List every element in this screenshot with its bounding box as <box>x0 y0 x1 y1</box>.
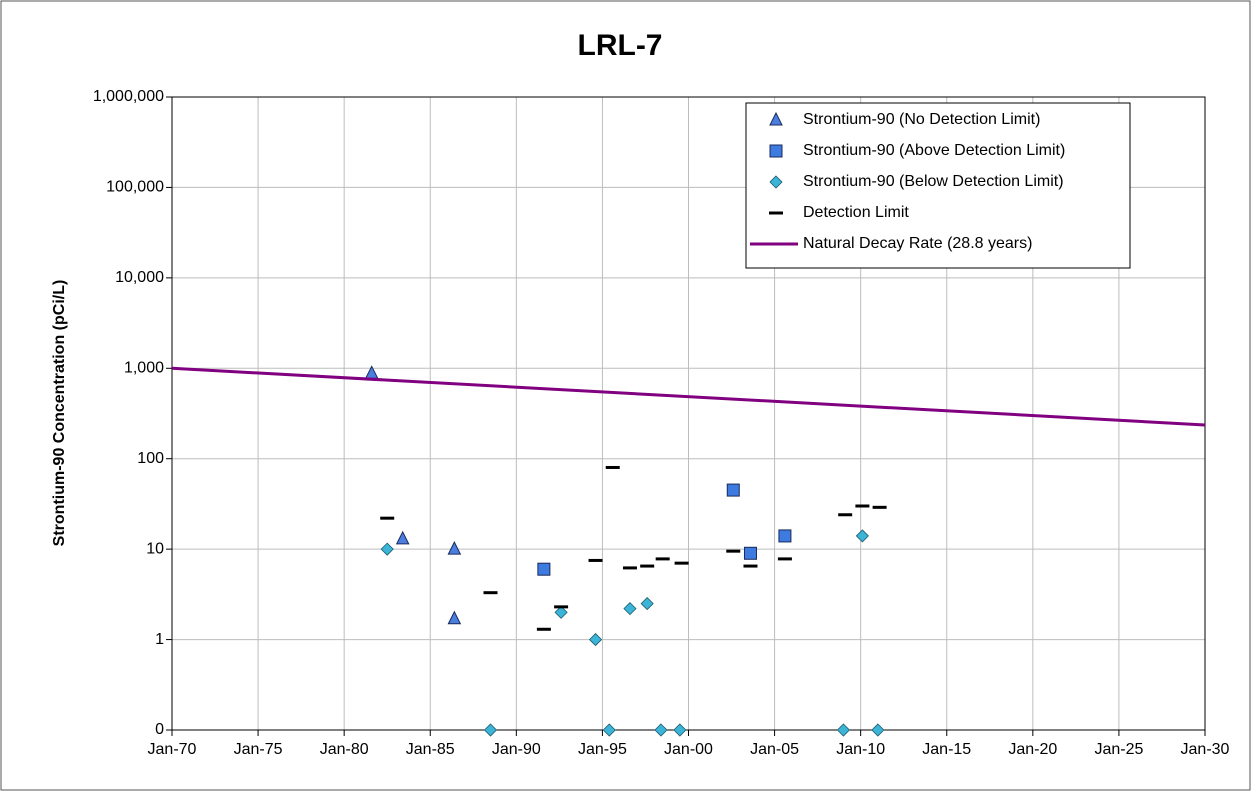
y-tick-label: 100 <box>137 450 164 467</box>
diamond-marker <box>588 633 603 647</box>
legend-label: Strontium-90 (No Detection Limit) <box>803 111 1040 128</box>
x-tick-label: Jan-70 <box>148 741 197 758</box>
x-tick-label: Jan-95 <box>578 741 627 758</box>
chart-title: LRL-7 <box>578 29 663 62</box>
square-marker <box>726 483 740 497</box>
decay-line <box>171 366 1206 427</box>
diamond-marker <box>673 723 687 737</box>
legend-label: Detection Limit <box>803 204 909 221</box>
diamond-marker <box>640 597 654 611</box>
square-marker <box>743 546 757 560</box>
triangle-marker <box>395 530 410 545</box>
square-marker <box>537 562 551 576</box>
x-tick-label: Jan-10 <box>836 741 885 758</box>
y-tick-label: 1 <box>155 631 164 648</box>
legend-label: Strontium-90 (Above Detection Limit) <box>803 142 1065 159</box>
y-tick-label: 10,000 <box>115 269 164 286</box>
diamond-marker <box>871 723 885 737</box>
x-tick-label: Jan-90 <box>492 741 541 758</box>
y-tick-label: 0 <box>155 721 164 738</box>
plot-area <box>171 96 1206 731</box>
square-marker <box>769 144 783 158</box>
diamond-marker <box>769 175 783 189</box>
diamond-marker <box>836 723 851 737</box>
square-marker <box>778 529 792 543</box>
y-tick-label: 1,000 <box>124 360 164 377</box>
x-tick-label: Jan-05 <box>750 741 799 758</box>
triangle-marker <box>447 610 462 625</box>
diamond-marker <box>602 723 616 737</box>
diamond-marker <box>483 723 498 737</box>
x-tick-label: Jan-25 <box>1094 741 1143 758</box>
x-tick-label: Jan-15 <box>922 741 971 758</box>
y-tick-label: 10 <box>146 540 164 557</box>
diamond-marker <box>855 529 869 543</box>
x-tick-label: Jan-00 <box>664 741 713 758</box>
diamond-marker <box>380 542 394 556</box>
x-tick-label: Jan-20 <box>1008 741 1057 758</box>
legend-label: Strontium-90 (Below Detection Limit) <box>803 173 1064 190</box>
diamond-marker <box>654 723 668 737</box>
diamond-marker <box>623 602 637 616</box>
x-tick-label: Jan-85 <box>406 741 455 758</box>
legend-label: Natural Decay Rate (28.8 years) <box>803 235 1032 252</box>
triangle-marker <box>447 541 462 555</box>
y-axis-label: Strontium-90 Concentration (pCi/L) <box>51 280 68 547</box>
diamond-marker <box>554 605 568 619</box>
legend-box <box>745 102 1131 269</box>
y-tick-label: 1,000,000 <box>93 88 164 105</box>
x-tick-label: Jan-75 <box>234 741 283 758</box>
y-tick-label: 100,000 <box>106 179 164 196</box>
x-tick-label: Jan-80 <box>320 741 369 758</box>
x-tick-label: Jan-30 <box>1181 741 1230 758</box>
triangle-marker <box>769 111 783 126</box>
